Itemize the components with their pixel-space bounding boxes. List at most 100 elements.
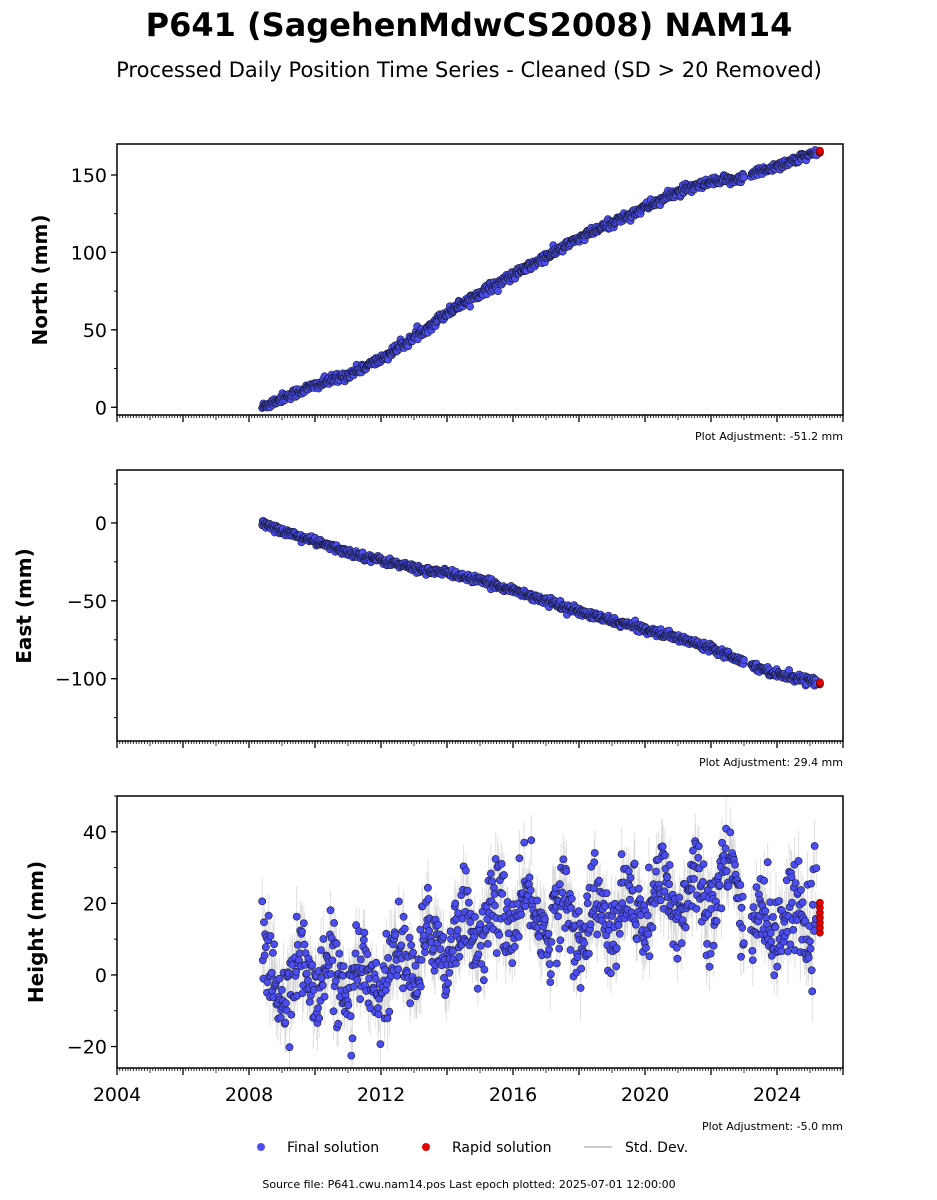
final-point (421, 942, 430, 950)
final-point (314, 1004, 322, 1013)
final-point (305, 998, 314, 1006)
final-point (675, 893, 684, 902)
final-point (555, 880, 564, 889)
height-plot-adjustment: Plot Adjustment: -5.0 mm (702, 1120, 843, 1133)
final-point (615, 929, 624, 938)
east-axes-frame (116, 469, 844, 742)
final-point (767, 937, 776, 946)
final-point (545, 945, 553, 954)
final-point (348, 1034, 357, 1043)
legend-std-label: Std. Dev. (625, 1140, 688, 1156)
final-point (423, 883, 432, 892)
height-axis-label: Height (mm) (24, 861, 48, 1003)
final-point (508, 959, 517, 967)
source-footer: Source file: P641.cwu.nam14.pos Last epo… (262, 1178, 675, 1191)
final-point (371, 975, 380, 983)
final-point (326, 906, 335, 915)
final-point (334, 1019, 343, 1028)
final-point (446, 927, 455, 936)
final-point (526, 886, 535, 895)
final-point (672, 943, 681, 952)
final-point (633, 935, 641, 944)
final-point (583, 899, 592, 908)
final-point (583, 892, 591, 901)
final-point (335, 949, 344, 958)
final-point (545, 960, 554, 968)
final-point (533, 896, 542, 905)
final-point (440, 974, 448, 982)
x-tick-label: 2008 (225, 1084, 273, 1106)
final-point (409, 948, 417, 957)
rapid-point (816, 146, 824, 155)
final-point (738, 892, 747, 901)
final-point (709, 941, 718, 950)
final-point (677, 939, 686, 948)
final-point (761, 907, 770, 915)
final-point (749, 903, 758, 911)
final-point (589, 884, 598, 893)
final-point (737, 903, 746, 912)
final-point (660, 887, 669, 896)
final-point (771, 923, 780, 932)
final-point (808, 987, 817, 996)
final-point (329, 1007, 338, 1016)
final-point (497, 860, 506, 868)
final-point (374, 1010, 383, 1019)
final-point (752, 883, 761, 891)
final-point (521, 902, 530, 910)
final-point (517, 910, 526, 919)
final-point (763, 858, 772, 867)
legend-rapid-marker (422, 1143, 430, 1151)
final-point (520, 838, 529, 847)
final-point (267, 968, 276, 977)
legend-final-marker (257, 1143, 265, 1151)
final-point (573, 953, 582, 962)
final-point (261, 943, 270, 952)
final-point (585, 949, 593, 958)
final-point (692, 904, 701, 913)
east-final-points (258, 517, 821, 690)
final-point (406, 999, 414, 1008)
final-point (347, 1051, 356, 1060)
final-point (320, 992, 329, 1001)
final-point (299, 919, 308, 928)
final-point (276, 1013, 285, 1022)
final-point (308, 961, 316, 969)
final-point (260, 918, 268, 927)
final-point (590, 858, 599, 867)
final-point (444, 979, 452, 987)
height-std-dev-bars (261, 797, 817, 1068)
y-tick-label: 0 (95, 397, 107, 419)
y-tick-label: −50 (67, 591, 107, 613)
final-point (363, 950, 372, 958)
final-point (470, 913, 479, 921)
final-point (567, 894, 576, 903)
final-point (690, 875, 698, 883)
final-point (559, 855, 568, 864)
final-point (351, 949, 360, 958)
final-point (807, 966, 816, 975)
rapid-point (816, 678, 824, 687)
final-point (464, 898, 473, 907)
final-point (494, 287, 502, 295)
final-point (740, 173, 748, 182)
final-point (722, 867, 731, 876)
final-point (724, 882, 733, 891)
final-point (541, 915, 549, 924)
final-point (644, 930, 653, 938)
final-point (451, 899, 460, 908)
final-point (784, 947, 792, 956)
final-point (656, 896, 665, 905)
final-point (586, 920, 595, 928)
final-point (645, 863, 653, 872)
final-point (552, 959, 561, 968)
east-rapid-points (816, 678, 824, 689)
final-point (293, 941, 302, 949)
final-point (645, 952, 654, 961)
final-point (544, 929, 553, 938)
final-point (498, 890, 507, 898)
final-point (483, 940, 492, 948)
final-point (327, 970, 335, 978)
chart-title: P641 (SagehenMdwCS2008) NAM14 (146, 6, 793, 44)
final-point (260, 951, 269, 960)
